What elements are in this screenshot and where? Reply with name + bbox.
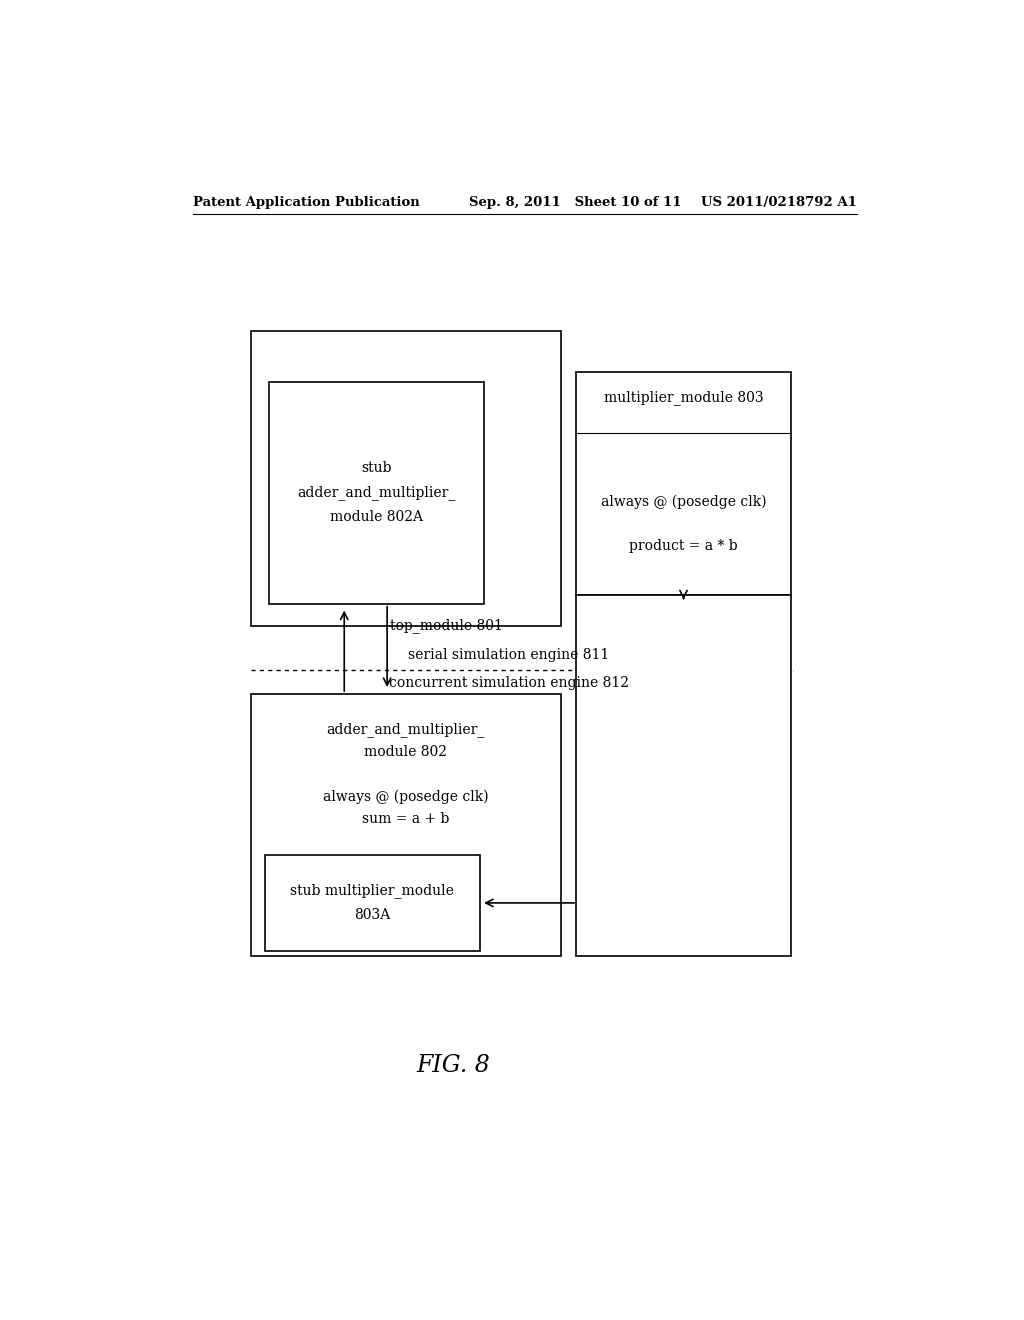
Text: stub multiplier_module: stub multiplier_module — [291, 883, 455, 898]
Text: module 802: module 802 — [365, 744, 447, 759]
Text: adder_and_multiplier_: adder_and_multiplier_ — [297, 486, 456, 500]
Text: product = a * b: product = a * b — [629, 540, 738, 553]
Text: US 2011/0218792 A1: US 2011/0218792 A1 — [700, 195, 856, 209]
Bar — [269, 381, 483, 603]
Bar — [577, 595, 791, 956]
Text: Sep. 8, 2011   Sheet 10 of 11: Sep. 8, 2011 Sheet 10 of 11 — [469, 195, 682, 209]
Text: always @ (posedge clk): always @ (posedge clk) — [323, 789, 488, 804]
Text: serial simulation engine 811: serial simulation engine 811 — [409, 648, 609, 663]
Text: sum = a + b: sum = a + b — [362, 812, 450, 826]
Text: 803A: 803A — [354, 908, 390, 923]
Text: stub: stub — [361, 462, 391, 475]
Bar — [265, 854, 479, 952]
Text: multiplier_module 803: multiplier_module 803 — [604, 389, 763, 405]
Text: top_module 801: top_module 801 — [390, 618, 503, 632]
Text: Patent Application Publication: Patent Application Publication — [194, 195, 420, 209]
Text: module 802A: module 802A — [330, 511, 423, 524]
Text: concurrent simulation engine 812: concurrent simulation engine 812 — [389, 676, 629, 690]
Text: FIG. 8: FIG. 8 — [417, 1053, 490, 1077]
Text: always @ (posedge clk): always @ (posedge clk) — [601, 495, 766, 508]
Text: adder_and_multiplier_: adder_and_multiplier_ — [327, 722, 485, 737]
Bar — [251, 694, 560, 956]
Bar — [577, 372, 791, 595]
Bar — [251, 331, 560, 626]
